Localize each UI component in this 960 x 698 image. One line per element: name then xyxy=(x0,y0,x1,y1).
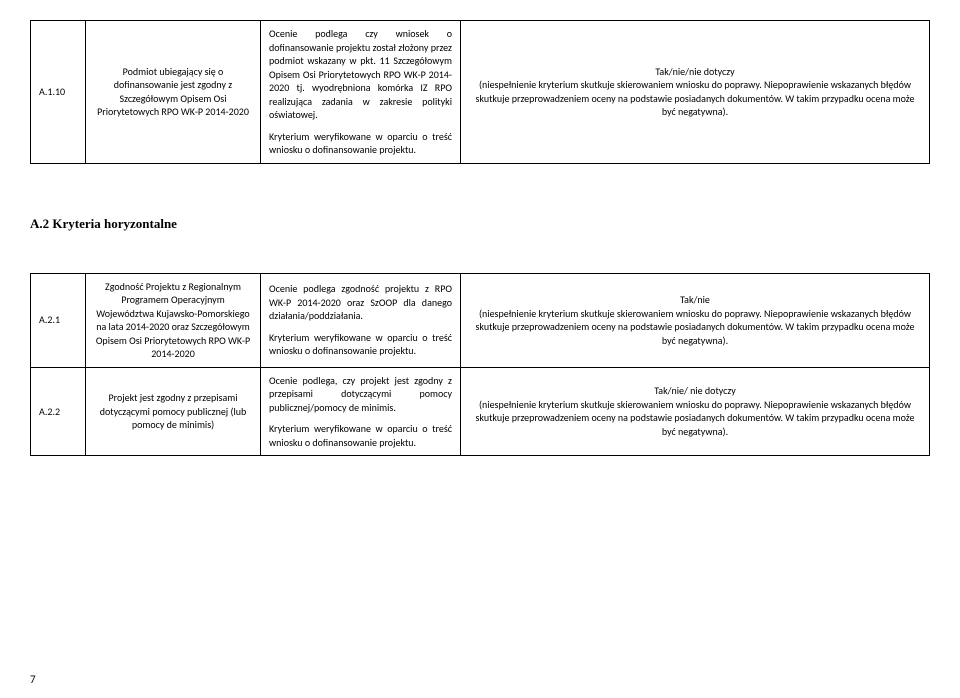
desc-paragraph: Ocenie podlega czy wniosek o dofinansowa… xyxy=(269,27,452,122)
criterion-evaluation: Tak/nie (niespełnienie kryterium skutkuj… xyxy=(461,273,930,367)
heading-text: A.2 Kryteria horyzontalne xyxy=(30,216,177,231)
name-text: Zgodność Projektu z Regionalnym Programe… xyxy=(96,280,250,361)
table-row: A.1.10 Podmiot ubiegający się o dofinans… xyxy=(31,21,930,164)
criterion-description: Ocenie podlega, czy projekt jest zgodny … xyxy=(261,367,461,456)
criterion-description: Ocenie podlega zgodność projektu z RPO W… xyxy=(261,273,461,367)
table-row: A.2.2 Projekt jest zgodny z przepisami d… xyxy=(31,367,930,456)
page-number: 7 xyxy=(30,673,36,686)
id-text: A.1.10 xyxy=(39,85,65,98)
id-text: A.2.2 xyxy=(39,405,60,418)
criterion-id: A.1.10 xyxy=(31,21,86,164)
criterion-id: A.2.1 xyxy=(31,273,86,367)
criterion-name: Podmiot ubiegający się o dofinansowanie … xyxy=(86,21,261,164)
name-text: Podmiot ubiegający się o dofinansowanie … xyxy=(97,65,249,119)
criterion-description: Ocenie podlega czy wniosek o dofinansowa… xyxy=(261,21,461,164)
criterion-evaluation: Tak/nie/nie dotyczy (niespełnienie kryte… xyxy=(461,21,930,164)
criterion-name: Projekt jest zgodny z przepisami dotyczą… xyxy=(86,367,261,456)
desc-paragraph: Kryterium weryfikowane w oparciu o treść… xyxy=(269,130,452,157)
section-heading-a2: A.2 Kryteria horyzontalne xyxy=(30,214,930,233)
desc-paragraph: Ocenie podlega zgodność projektu z RPO W… xyxy=(269,282,452,323)
criteria-table-a1: A.1.10 Podmiot ubiegający się o dofinans… xyxy=(30,20,930,164)
desc-paragraph: Kryterium weryfikowane w oparciu o treść… xyxy=(269,422,452,449)
desc-paragraph: Kryterium weryfikowane w oparciu o treść… xyxy=(269,331,452,358)
desc-paragraph: Ocenie podlega, czy projekt jest zgodny … xyxy=(269,374,452,415)
criterion-id: A.2.2 xyxy=(31,367,86,456)
criterion-name: Zgodność Projektu z Regionalnym Programe… xyxy=(86,273,261,367)
criterion-evaluation: Tak/nie/ nie dotyczy (niespełnienie kryt… xyxy=(461,367,930,456)
eval-line: (niespełnienie kryterium skutkuje skiero… xyxy=(469,78,921,119)
name-text: Projekt jest zgodny z przepisami dotyczą… xyxy=(100,391,247,431)
eval-line: (niespełnienie kryterium skutkuje skiero… xyxy=(469,398,921,439)
eval-line: Tak/nie/nie dotyczy xyxy=(469,65,921,79)
eval-line: (niespełnienie kryterium skutkuje skiero… xyxy=(469,307,921,348)
criteria-table-a2: A.2.1 Zgodność Projektu z Regionalnym Pr… xyxy=(30,273,930,457)
table-row: A.2.1 Zgodność Projektu z Regionalnym Pr… xyxy=(31,273,930,367)
eval-line: Tak/nie xyxy=(469,293,921,307)
eval-line: Tak/nie/ nie dotyczy xyxy=(469,384,921,398)
id-text: A.2.1 xyxy=(39,313,60,326)
